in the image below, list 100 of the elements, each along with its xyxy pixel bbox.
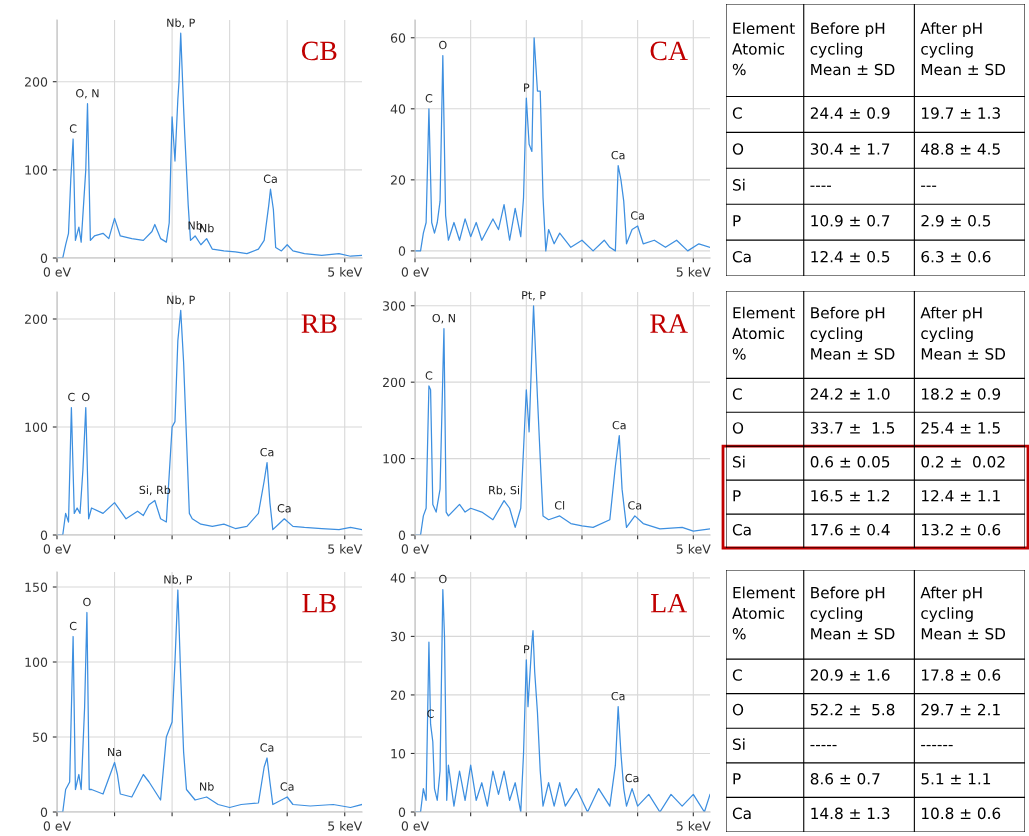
text: After pH cycling Mean ± SD [920, 306, 1006, 360]
annotation: Ca [277, 504, 291, 513]
text: 24.2 ± 1.0 [810, 388, 890, 400]
annotation: Ca [260, 743, 274, 752]
x-tick-label: 5 keV [328, 544, 363, 554]
text: 12.4 ± 1.1 [922, 489, 1000, 502]
text: 20.9 ± 1.6 [810, 669, 890, 681]
y-tick-label: 30 [391, 631, 406, 642]
annotation: C [69, 621, 77, 631]
text: Ca [732, 250, 751, 263]
text: O [732, 703, 744, 716]
y-tick-label: 40 [390, 573, 406, 583]
annotation: Ca [628, 501, 642, 510]
text: 0.2 ± 0.02 [921, 456, 1005, 468]
annotation: C [425, 94, 433, 103]
annotation: Ca [260, 447, 274, 457]
annotation: P [524, 83, 530, 92]
text: 17.8 ± 0.6 [922, 669, 1001, 681]
text: ----- [810, 744, 837, 747]
text: 5.1 ± 1.1 [921, 773, 991, 785]
annotation: C [425, 371, 433, 380]
x-tick-label: 5 keV [328, 821, 363, 831]
annotation: Nb, P [164, 575, 193, 585]
y-tick-label: 0 [40, 807, 48, 817]
y-tick-label: 150 [25, 582, 48, 592]
text: Element Atomic % [732, 586, 795, 640]
text: P [733, 773, 741, 785]
text: Si [732, 455, 745, 468]
text: 25.4 ± 1.5 [921, 422, 1000, 434]
annotation: Ca [280, 782, 294, 791]
annotation: Na [108, 747, 122, 757]
text: C [732, 107, 742, 119]
annotation: O [439, 574, 447, 584]
text: C [732, 388, 742, 400]
annotation: Ca [611, 150, 625, 160]
text: 6.3 ± 0.6 [921, 250, 991, 263]
text: --- [921, 185, 937, 187]
x-tick-label: 0 eV [43, 544, 71, 554]
y-tick-label: 200 [25, 314, 48, 324]
text: Before pH cycling Mean ± SD [810, 306, 895, 360]
text: 29.7 ± 2.1 [921, 703, 1000, 716]
text: LB [302, 594, 336, 613]
x-tick-label: 5 keV [328, 267, 363, 277]
text: P [733, 490, 741, 502]
y-tick-label: 200 [383, 377, 406, 388]
text: 18.2 ± 0.9 [922, 388, 1001, 400]
annotation: Pt, P [522, 291, 546, 301]
annotation: Nb, P [167, 18, 195, 29]
x-tick-label: 5 keV [676, 821, 711, 831]
y-tick-label: 100 [25, 657, 48, 667]
y-tick-label: 100 [25, 165, 48, 175]
text: Element Atomic % [732, 22, 795, 76]
text: 14.8 ± 1.3 [811, 807, 890, 820]
text: Si [732, 738, 745, 750]
text: 2.9 ± 0.5 [921, 215, 991, 227]
x-tick-label: 5 keV [676, 267, 711, 277]
annotation: C [69, 124, 77, 133]
annotation: O, N [432, 313, 455, 324]
text: 30.4 ± 1.7 [810, 143, 890, 155]
text: 17.6 ± 0.4 [811, 523, 890, 536]
x-tick-label: 0 eV [43, 267, 71, 277]
text: 24.4 ± 0.9 [810, 107, 890, 119]
text: RB [301, 314, 337, 333]
annotation: C [68, 392, 75, 402]
text: Si [732, 178, 745, 191]
text: After pH cycling Mean ± SD [920, 586, 1006, 640]
text: 16.5 ± 1.2 [811, 489, 890, 502]
text: Element Atomic % [732, 306, 795, 360]
text: Before pH cycling Mean ± SD [810, 586, 895, 640]
text: CA [650, 41, 688, 61]
text: C [732, 669, 742, 681]
annotation: Nb [200, 782, 214, 791]
text: CB [301, 41, 337, 61]
text: After pH cycling Mean ± SD [920, 22, 1006, 76]
y-tick-label: 0 [398, 530, 406, 540]
text: Ca [732, 523, 751, 536]
annotation: O [83, 597, 91, 607]
text: 52.2 ± 5.8 [810, 703, 895, 716]
x-tick-label: 0 eV [401, 821, 429, 831]
text: 13.2 ± 0.6 [922, 523, 1001, 536]
y-tick-label: 100 [25, 422, 48, 432]
y-tick-label: 0 [398, 246, 406, 256]
text: 0.6 ± 0.05 [810, 456, 890, 468]
y-tick-label: 20 [390, 690, 406, 700]
annotation: Ca [611, 691, 625, 701]
y-tick-label: 0 [40, 530, 48, 540]
annotation: Ca [630, 211, 644, 220]
x-tick-label: 0 eV [401, 267, 429, 277]
text: 12.4 ± 0.5 [811, 250, 890, 263]
text: 19.7 ± 1.3 [922, 107, 1000, 119]
y-tick-label: 20 [390, 175, 406, 185]
annotation: P [524, 645, 530, 654]
text: O [732, 143, 744, 155]
y-tick-label: 300 [383, 301, 406, 311]
y-tick-label: 60 [390, 33, 406, 43]
y-tick-label: 200 [25, 77, 48, 87]
y-tick-label: 100 [383, 454, 406, 464]
x-tick-label: 0 eV [401, 544, 429, 554]
text: ------ [921, 744, 953, 747]
text: RA [650, 314, 688, 333]
